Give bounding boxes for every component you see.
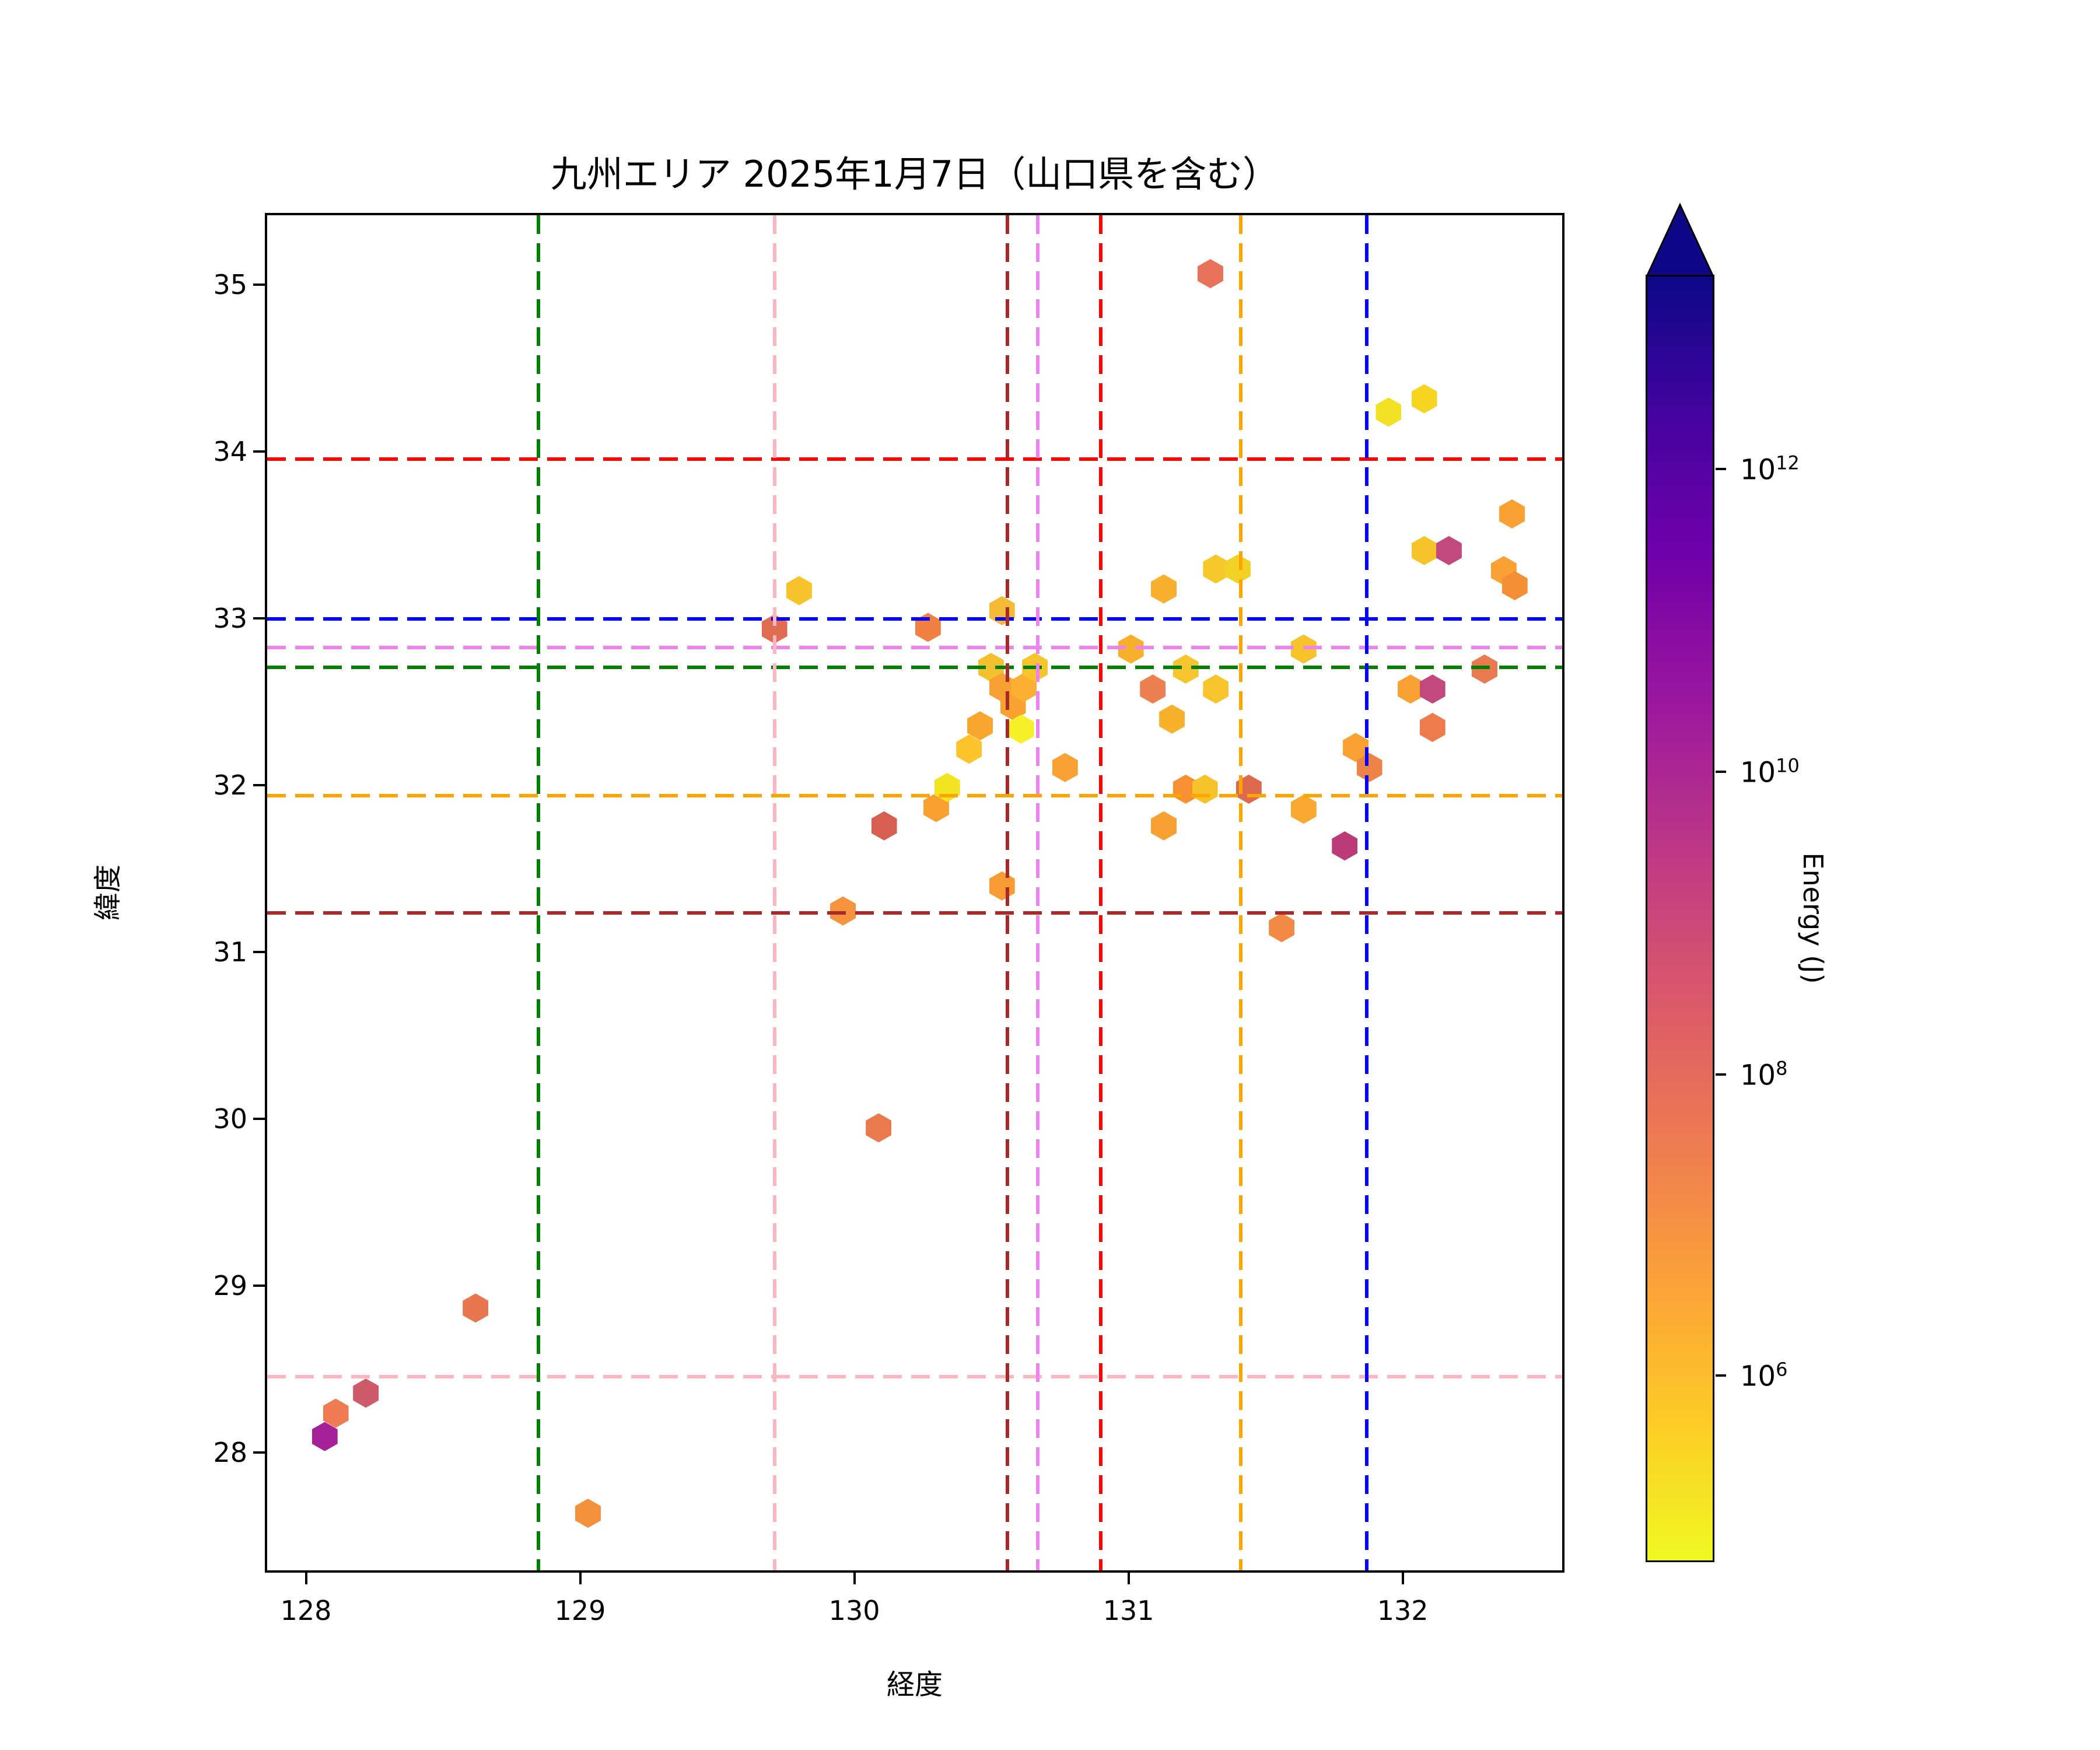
y-tick-label: 35 <box>213 268 247 300</box>
data-point-hexagon <box>1224 554 1251 584</box>
data-point-hexagon <box>1008 714 1034 744</box>
colorbar-tick-label: 106 <box>1740 1358 1788 1393</box>
y-tick-label: 30 <box>213 1103 247 1135</box>
y-tick-label: 34 <box>213 435 247 467</box>
y-axis-label: 緯度 <box>92 864 124 921</box>
x-tick-label: 128 <box>280 1595 332 1626</box>
data-point-hexagon <box>1376 397 1402 427</box>
vline-dashed <box>1238 215 1242 1570</box>
x-tick-mark <box>579 1573 582 1584</box>
y-tick-mark <box>253 951 265 954</box>
x-tick-label: 131 <box>1102 1595 1154 1626</box>
data-point-hexagon <box>1269 913 1295 943</box>
data-point-hexagon <box>1398 674 1424 704</box>
data-point-hexagon <box>1151 574 1177 604</box>
data-point-hexagon <box>1192 774 1218 804</box>
colorbar-tick-label: 1010 <box>1740 754 1800 789</box>
data-point-hexagon <box>967 711 993 741</box>
data-point-hexagon <box>1151 811 1177 841</box>
colorbar-tick-mark <box>1716 1073 1726 1076</box>
plot-area <box>265 213 1564 1573</box>
data-point-hexagon <box>1203 674 1229 704</box>
colorbar-gradient <box>1646 275 1714 1562</box>
y-tick-mark <box>253 1284 265 1287</box>
vline-dashed <box>1006 215 1010 1570</box>
colorbar-tick-mark <box>1716 468 1726 471</box>
data-point-hexagon <box>1159 704 1185 734</box>
hline-dashed <box>267 1374 1562 1378</box>
hline-dashed <box>267 666 1562 670</box>
y-tick-mark <box>253 1451 265 1454</box>
y-tick-label: 32 <box>213 769 247 802</box>
x-tick-label: 130 <box>828 1595 880 1626</box>
y-tick-mark <box>253 784 265 787</box>
colorbar-tick-mark <box>1716 1374 1726 1377</box>
hline-dashed <box>267 617 1562 621</box>
data-point-hexagon <box>1419 674 1446 704</box>
data-point-hexagon <box>1197 259 1223 289</box>
data-point-hexagon <box>575 1499 601 1528</box>
colorbar-tick-label: 108 <box>1740 1057 1788 1092</box>
colorbar-extend-arrow-icon <box>1646 203 1714 276</box>
x-tick-mark <box>1401 1573 1404 1584</box>
colorbar-label: Energy (J) <box>1797 852 1829 984</box>
data-point-hexagon <box>1203 554 1229 584</box>
hline-dashed <box>267 457 1562 461</box>
data-point-hexagon <box>1290 794 1317 824</box>
y-tick-label: 33 <box>213 603 247 634</box>
x-tick-label: 129 <box>554 1595 606 1626</box>
y-tick-mark <box>253 617 265 620</box>
x-tick-mark <box>304 1573 307 1584</box>
data-point-hexagon <box>989 596 1015 625</box>
y-tick-label: 29 <box>213 1270 247 1302</box>
x-axis-label: 経度 <box>886 1668 943 1701</box>
hline-dashed <box>267 911 1562 915</box>
data-point-hexagon <box>989 871 1015 901</box>
data-point-hexagon <box>956 734 982 764</box>
x-tick-label: 132 <box>1377 1595 1429 1626</box>
y-tick-mark <box>253 450 265 453</box>
x-tick-mark <box>853 1573 856 1584</box>
x-tick-mark <box>1127 1573 1130 1584</box>
data-point-hexagon <box>463 1293 489 1323</box>
data-point-hexagon <box>871 811 897 841</box>
vline-dashed <box>1035 215 1040 1570</box>
y-tick-label: 28 <box>213 1437 247 1469</box>
y-tick-mark <box>253 283 265 286</box>
data-point-hexagon <box>1419 713 1446 743</box>
colorbar-tick-mark <box>1716 770 1726 773</box>
hline-dashed <box>267 794 1562 798</box>
hline-dashed <box>267 645 1562 649</box>
data-point-hexagon <box>1499 499 1525 528</box>
data-point-hexagon <box>1052 752 1078 782</box>
vline-dashed <box>537 215 541 1570</box>
data-point-hexagon <box>1332 831 1358 861</box>
vline-dashed <box>1098 215 1102 1570</box>
colorbar-tick-label: 1012 <box>1740 452 1800 487</box>
chart-title: 九州エリア 2025年1月7日（山口県を含む） <box>550 153 1279 195</box>
data-point-hexagon <box>866 1113 892 1143</box>
data-point-hexagon <box>1411 384 1437 414</box>
data-point-hexagon <box>1140 674 1166 704</box>
data-point-hexagon <box>353 1378 379 1408</box>
y-tick-label: 31 <box>213 936 247 968</box>
y-tick-mark <box>253 1118 265 1121</box>
data-point-hexagon <box>1436 536 1462 565</box>
data-point-hexagon <box>1411 536 1437 565</box>
vline-dashed <box>1364 215 1368 1570</box>
data-point-hexagon <box>786 576 812 606</box>
vline-dashed <box>772 215 776 1570</box>
